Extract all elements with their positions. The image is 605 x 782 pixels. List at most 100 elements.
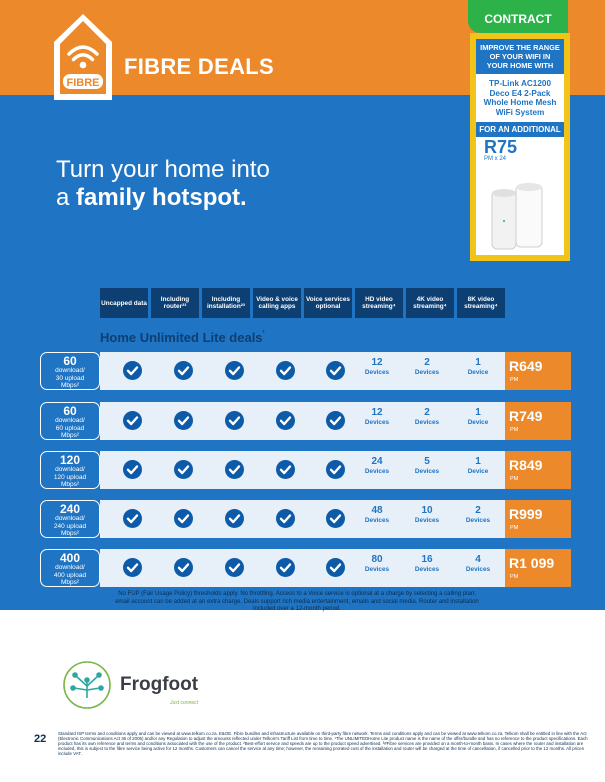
device-count: 80 Devices — [352, 555, 402, 574]
speed-unit: Mbps² — [60, 530, 80, 537]
speed-label: 120 download/120 upload Mbps² — [40, 451, 100, 489]
device-label: Devices — [364, 566, 390, 573]
device-count: 2 Devices — [402, 358, 452, 377]
device-number: 5 — [424, 456, 430, 467]
price-tag: R1 099 PM — [505, 549, 571, 587]
column-header: Including installation²³ — [202, 288, 250, 318]
check-icon — [225, 558, 244, 577]
check-icon — [225, 361, 244, 380]
device-number: 10 — [421, 505, 433, 516]
speed-unit: Mbps² — [60, 382, 80, 389]
headline-line-2: a family hotspot. — [56, 184, 270, 212]
row-background — [100, 549, 510, 587]
device-label: Devices — [414, 419, 440, 426]
price-value: R999 — [509, 506, 543, 522]
device-count: 1 Device — [453, 408, 503, 427]
device-count: 1 Device — [453, 457, 503, 476]
check-icon — [174, 411, 193, 430]
contract-tag: CONTRACT — [468, 0, 568, 33]
device-label: Devices — [465, 566, 491, 573]
check-icon — [123, 460, 142, 479]
check-icon — [123, 361, 142, 380]
download-speed: 400 — [59, 551, 81, 565]
price-pm: PM — [510, 574, 519, 580]
deal-row: 400 download/400 upload Mbps² 80 Devices 16 De… — [40, 549, 571, 587]
headline-line-1: Turn your home into — [56, 156, 270, 183]
device-count: 1 Device — [453, 358, 503, 377]
check-icon — [326, 558, 345, 577]
row-background — [100, 500, 510, 538]
device-count: 12 Devices — [352, 358, 402, 377]
upload-speed: 60 upload — [55, 424, 85, 432]
promo-product: TP-Link AC1200 Deco E4 2-Pack Whole Home… — [476, 74, 564, 123]
headline-bold: family hotspot. — [76, 184, 247, 211]
check-icon — [123, 558, 142, 577]
page-title: FIBRE DEALS — [124, 54, 274, 79]
device-label: Devices — [414, 468, 440, 475]
speed-label: 60 download/60 upload Mbps² — [40, 402, 100, 440]
frogfoot-logo-icon — [63, 661, 111, 709]
section-title-sup: ¹ — [262, 330, 265, 337]
download-speed: 60 — [63, 404, 77, 418]
check-icon — [326, 361, 345, 380]
column-header: Voice services optional — [304, 288, 352, 318]
upload-speed: 30 upload — [55, 374, 85, 382]
price-pm: PM — [510, 427, 519, 433]
upload-speed: 400 upload — [53, 571, 87, 579]
price-value: R849 — [509, 457, 543, 473]
column-header: Uncapped data — [100, 288, 148, 318]
check-icon — [225, 411, 244, 430]
device-number: 24 — [371, 456, 383, 467]
device-number: 2 — [475, 505, 481, 516]
small-print: Standard ISP terms and conditions apply … — [58, 731, 588, 757]
check-icon — [123, 509, 142, 528]
check-icon — [326, 509, 345, 528]
speed-line: download/ — [55, 515, 85, 522]
download-speed: 240 — [59, 502, 81, 516]
speed-label: 400 download/400 upload Mbps² — [40, 549, 100, 587]
device-label: Device — [467, 419, 489, 426]
device-label: Devices — [414, 369, 440, 376]
column-header: Including router²³ — [151, 288, 199, 318]
speed-line: download/ — [55, 564, 85, 571]
device-label: Device — [467, 369, 489, 376]
column-header: 4K video streaming⁴ — [406, 288, 454, 318]
row-background — [100, 402, 510, 440]
column-header: 8K video streaming⁴ — [457, 288, 505, 318]
price-tag: R649 PM — [505, 352, 571, 390]
row-background — [100, 451, 510, 489]
device-number: 2 — [424, 407, 430, 418]
brand-name: Frogfoot — [120, 674, 199, 695]
check-icon — [276, 509, 295, 528]
price-value: R749 — [509, 408, 543, 424]
price-tag: R749 PM — [505, 402, 571, 440]
row-background — [100, 352, 510, 390]
check-icon — [174, 509, 193, 528]
deal-row: 120 download/120 upload Mbps² 24 Devices 5 Dev… — [40, 451, 571, 489]
device-label: Devices — [364, 369, 390, 376]
device-label: Devices — [414, 566, 440, 573]
section-title-text: Home Unlimited Lite deals — [100, 330, 263, 345]
device-number: 1 — [475, 357, 481, 368]
device-count: 12 Devices — [352, 408, 402, 427]
check-icon — [174, 460, 193, 479]
device-label: Devices — [414, 517, 440, 524]
device-label: Devices — [364, 419, 390, 426]
device-label: Device — [467, 468, 489, 475]
upload-speed: 240 upload — [53, 522, 87, 530]
headline: Turn your home into a family hotspot. — [56, 156, 270, 212]
check-icon — [123, 411, 142, 430]
fibre-badge-text: FIBRE — [67, 77, 100, 89]
check-icon — [276, 411, 295, 430]
device-count: 16 Devices — [402, 555, 452, 574]
price-value: R1 099 — [509, 555, 555, 571]
device-count: 4 Devices — [453, 555, 503, 574]
check-icon — [225, 509, 244, 528]
check-icon — [174, 361, 193, 380]
device-number: 48 — [371, 505, 383, 516]
price-value: R649 — [509, 358, 543, 374]
device-number: 1 — [475, 407, 481, 418]
check-icon — [174, 558, 193, 577]
check-icon — [276, 558, 295, 577]
price-pm: PM — [510, 476, 519, 482]
